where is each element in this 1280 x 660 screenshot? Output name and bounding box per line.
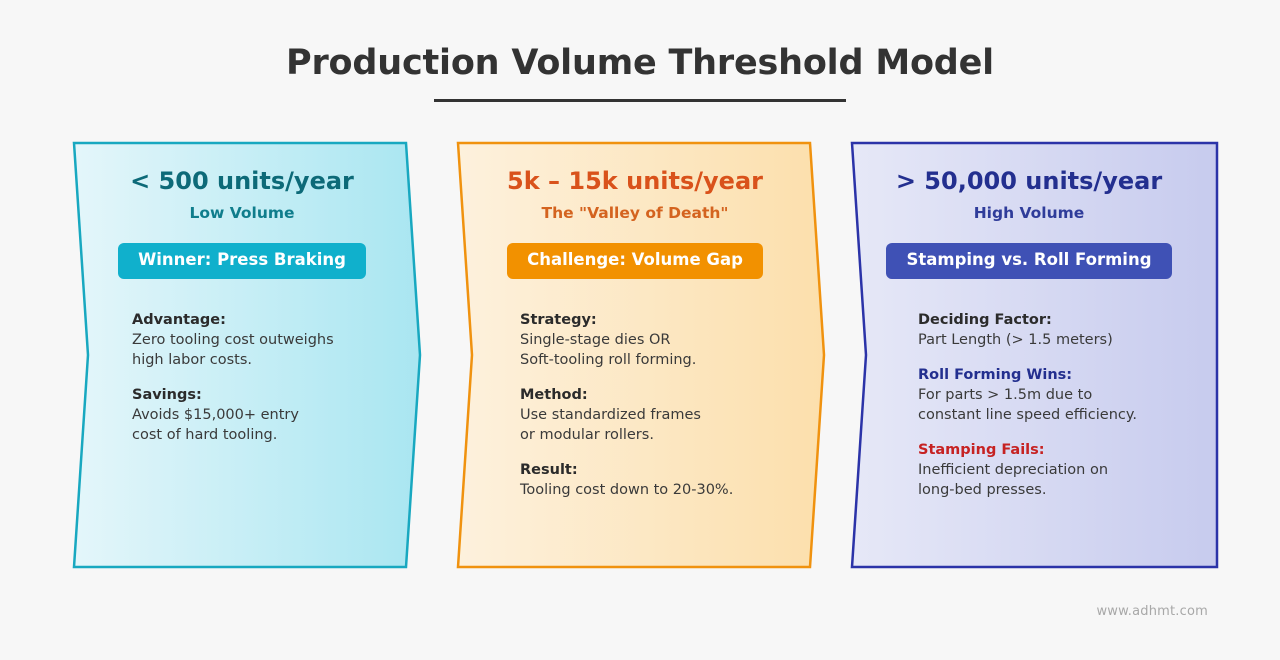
- page-header: Production Volume Threshold Model: [0, 44, 1280, 102]
- detail-text: Tooling cost down to 20-30%.: [520, 481, 734, 498]
- page-title: Production Volume Threshold Model: [286, 43, 994, 83]
- detail-label: Method:: [520, 386, 588, 403]
- panel-low-volume-content: < 500 units/year Low Volume Winner: Pres…: [62, 140, 422, 570]
- verdict-badge[interactable]: Challenge: Volume Gap: [507, 243, 763, 279]
- detail-label: Roll Forming Wins:: [918, 366, 1073, 383]
- detail-text: Zero tooling cost outweighs high labor c…: [132, 331, 334, 368]
- watermark-url: www.adhmt.com: [1096, 604, 1208, 619]
- panel-valley-of-death[interactable]: 5k – 15k units/year The "Valley of Death…: [444, 140, 826, 570]
- volume-threshold-heading: 5k – 15k units/year: [507, 167, 763, 195]
- volume-subtitle: Low Volume: [189, 203, 295, 222]
- badge-row: Stamping vs. Roll Forming: [838, 243, 1220, 279]
- panel-valley-of-death-details: Strategy: Single-stage dies OR Soft-tool…: [444, 310, 826, 500]
- panel-low-volume[interactable]: < 500 units/year Low Volume Winner: Pres…: [62, 140, 422, 570]
- detail-group: Method: Use standardized frames or modul…: [520, 385, 802, 445]
- panel-valley-of-death-content: 5k – 15k units/year The "Valley of Death…: [444, 140, 826, 570]
- detail-text: Single-stage dies OR Soft-tooling roll f…: [520, 331, 697, 368]
- detail-group: Deciding Factor: Part Length (> 1.5 mete…: [918, 310, 1196, 350]
- panel-low-volume-details: Advantage: Zero tooling cost outweighs h…: [62, 310, 422, 445]
- detail-group: Savings: Avoids $15,000+ entry cost of h…: [132, 385, 396, 445]
- badge-row: Challenge: Volume Gap: [444, 243, 826, 279]
- detail-label: Strategy:: [520, 311, 597, 328]
- detail-group: Advantage: Zero tooling cost outweighs h…: [132, 310, 396, 370]
- detail-text: Inefficient depreciation on long-bed pre…: [918, 461, 1109, 498]
- verdict-badge[interactable]: Stamping vs. Roll Forming: [886, 243, 1172, 279]
- panel-high-volume-details: Deciding Factor: Part Length (> 1.5 mete…: [838, 310, 1220, 500]
- volume-subtitle: The "Valley of Death": [541, 203, 729, 222]
- detail-text: Use standardized frames or modular rolle…: [520, 406, 701, 443]
- detail-text: Avoids $15,000+ entry cost of hard tooli…: [132, 406, 299, 443]
- volume-subtitle: High Volume: [973, 203, 1085, 222]
- detail-label: Advantage:: [132, 311, 226, 328]
- detail-text: Part Length (> 1.5 meters): [918, 331, 1113, 348]
- panel-high-volume-content: > 50,000 units/year High Volume Stamping…: [838, 140, 1220, 570]
- volume-threshold-heading: < 500 units/year: [130, 167, 354, 195]
- detail-group: Roll Forming Wins: For parts > 1.5m due …: [918, 365, 1196, 425]
- detail-label: Stamping Fails:: [918, 441, 1045, 458]
- detail-group: Stamping Fails: Inefficient depreciation…: [918, 440, 1196, 500]
- detail-label: Deciding Factor:: [918, 311, 1052, 328]
- detail-label: Savings:: [132, 386, 202, 403]
- title-underline-divider: [434, 98, 846, 102]
- detail-text: For parts > 1.5m due to constant line sp…: [918, 386, 1137, 423]
- badge-row: Winner: Press Braking: [62, 243, 422, 279]
- threshold-panels-board: < 500 units/year Low Volume Winner: Pres…: [0, 140, 1280, 570]
- detail-group: Result: Tooling cost down to 20-30%.: [520, 460, 802, 500]
- verdict-badge[interactable]: Winner: Press Braking: [118, 243, 366, 279]
- panel-high-volume[interactable]: > 50,000 units/year High Volume Stamping…: [838, 140, 1220, 570]
- detail-label: Result:: [520, 461, 578, 478]
- detail-group: Strategy: Single-stage dies OR Soft-tool…: [520, 310, 802, 370]
- volume-threshold-heading: > 50,000 units/year: [895, 167, 1163, 195]
